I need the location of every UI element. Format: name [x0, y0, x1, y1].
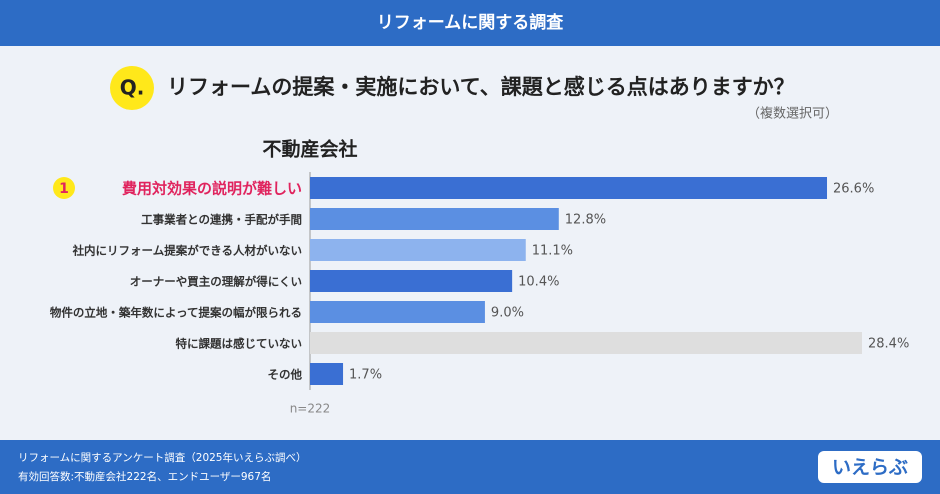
- category-label: オーナーや買主の理解が得にくい: [130, 275, 302, 289]
- category-label: その他: [268, 368, 303, 382]
- header-title: リフォームに関する調査: [377, 12, 564, 33]
- category-label: 費用対効果の説明が難しい: [122, 180, 302, 198]
- footer-line: リフォームに関するアンケート調査（2025年いえらぶ調べ）: [18, 451, 307, 464]
- bar: [310, 239, 526, 261]
- bar: [310, 208, 559, 230]
- bar: [310, 177, 828, 199]
- value-label: 9.0%: [491, 306, 524, 321]
- header-band: [0, 0, 940, 46]
- value-label: 26.6%: [833, 182, 874, 197]
- logo-box: [818, 451, 922, 483]
- chart-title: 不動産会社: [262, 138, 357, 161]
- bar: [310, 332, 862, 354]
- value-label: 11.1%: [532, 244, 573, 259]
- footer-band: [0, 440, 940, 494]
- question-note: （複数選択可）: [747, 106, 838, 122]
- bar: [310, 301, 485, 323]
- rank-number: 1: [59, 181, 69, 197]
- rank-badge: [53, 177, 75, 199]
- question-badge: [110, 66, 154, 110]
- value-label: 28.4%: [868, 337, 909, 352]
- category-label: 社内にリフォーム提案ができる人材がいない: [72, 244, 302, 258]
- bar: [310, 363, 344, 385]
- value-label: 12.8%: [565, 213, 606, 228]
- question-mark: Q.: [120, 76, 145, 100]
- value-label: 1.7%: [349, 368, 382, 383]
- sample-size: n=222: [290, 402, 331, 416]
- category-label: 特に課題は感じていない: [176, 337, 303, 351]
- bar: [310, 270, 513, 292]
- logo: いえらぶ: [832, 457, 908, 479]
- footer-line: 有効回答数:不動産会社222名、エンドユーザー967名: [18, 470, 271, 483]
- category-label: 工事業者との連携・手配が手間: [141, 213, 302, 227]
- question-text: リフォームの提案・実施において、課題と感じる点はありますか？: [167, 75, 795, 99]
- category-label: 物件の立地・築年数によって提案の幅が限られる: [50, 306, 302, 320]
- value-label: 10.4%: [518, 275, 559, 290]
